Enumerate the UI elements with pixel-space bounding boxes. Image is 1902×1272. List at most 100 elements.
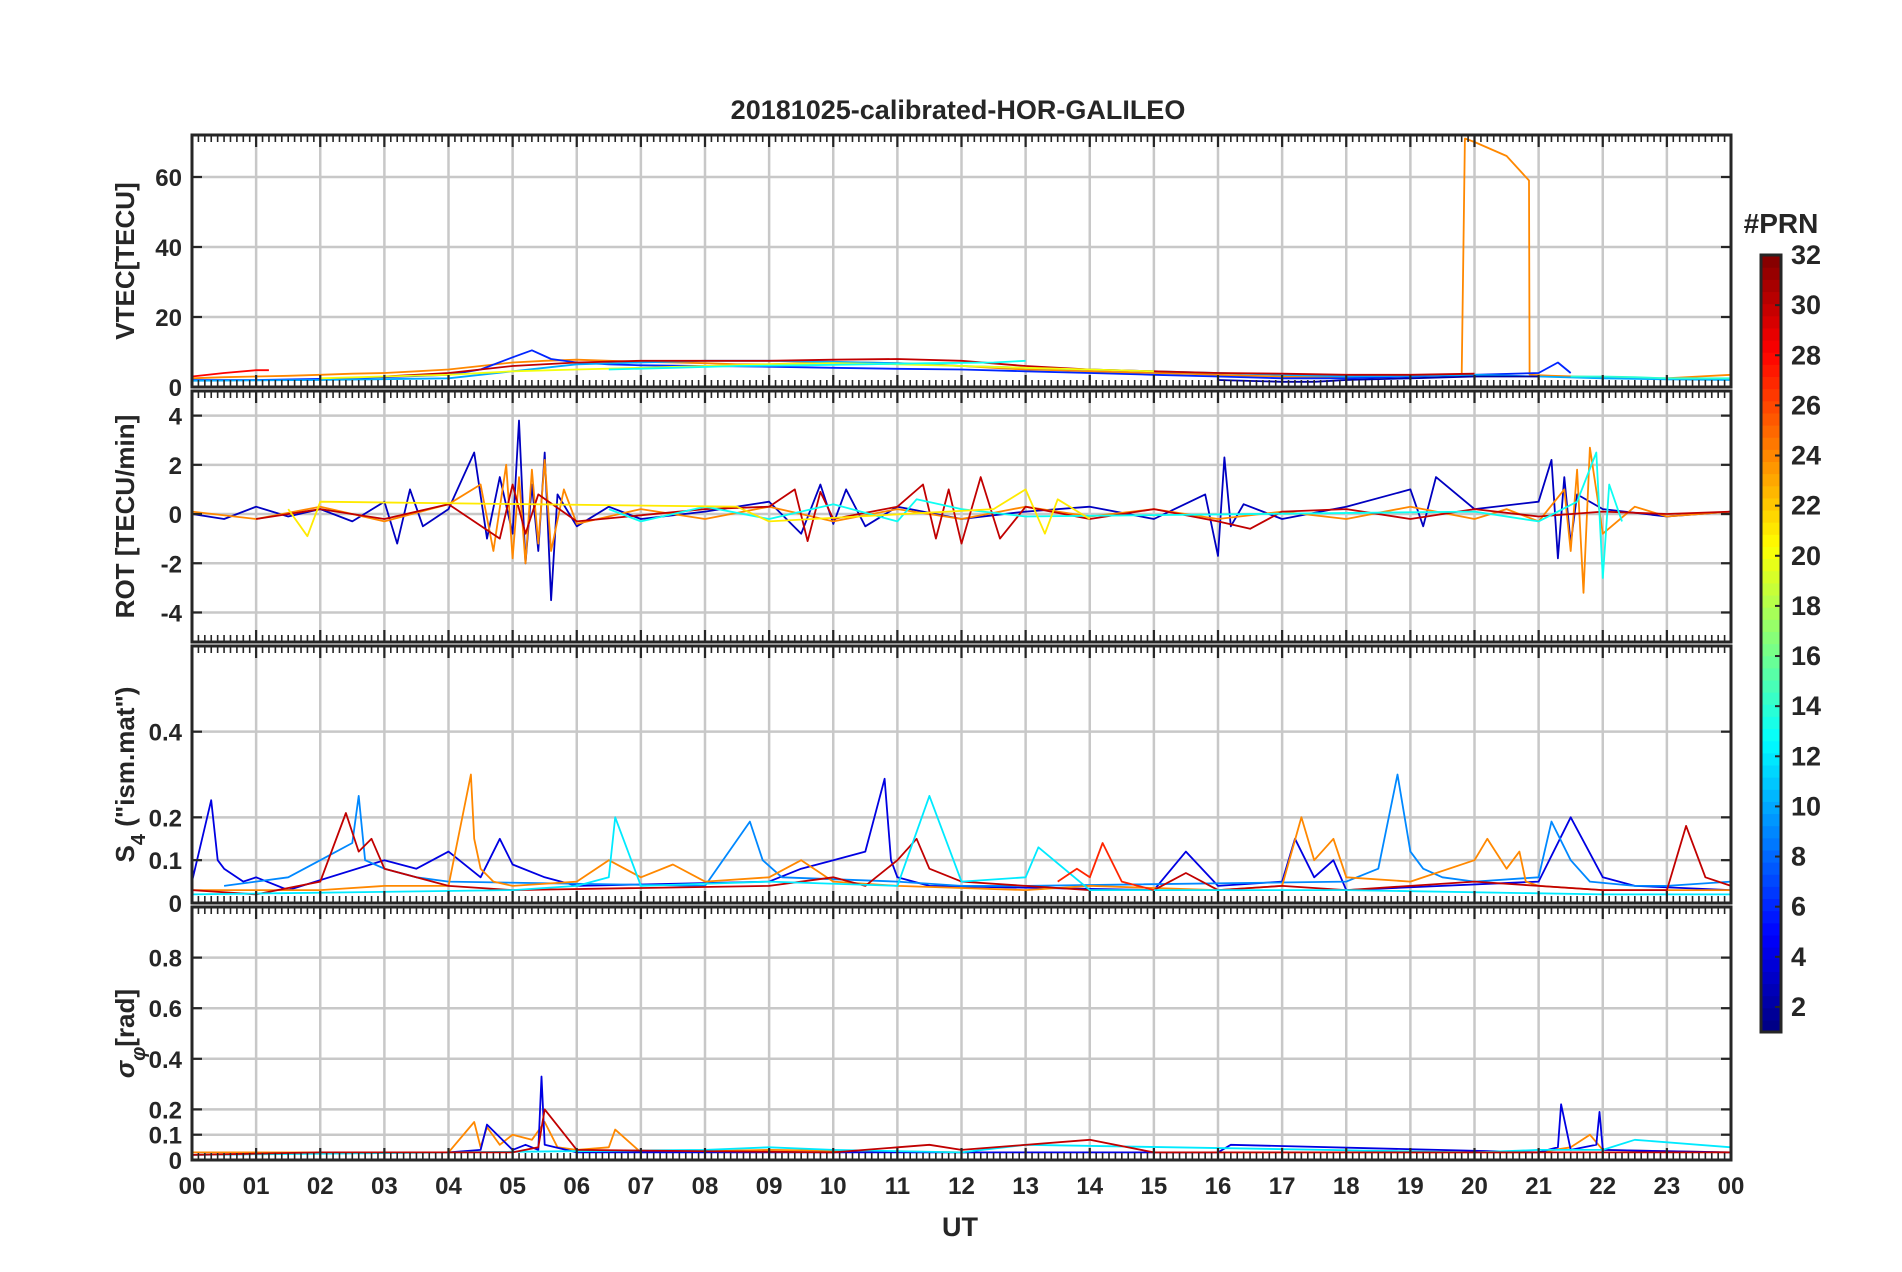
colorbar-segment — [1761, 704, 1781, 717]
axes-frame — [190, 389, 1733, 644]
axes-frame — [190, 133, 1733, 389]
colorbar-segment — [1761, 910, 1781, 924]
colorbar-segment — [1761, 1007, 1781, 1021]
colorbar-segment — [1761, 303, 1781, 317]
y-tick-label: 40 — [155, 235, 182, 262]
series-prn-13 — [608, 451, 1623, 579]
colorbar-tick-label: 16 — [1791, 641, 1821, 671]
major-ticks — [192, 135, 1731, 389]
colorbar-segment — [1761, 934, 1781, 948]
colorbar-segment — [1761, 412, 1781, 426]
y-tick-label: 2 — [169, 453, 182, 480]
panel-s4: 0 0.1 0.2 0.4S4 ("ism.mat") — [110, 644, 1733, 918]
grid — [192, 391, 1731, 642]
colorbar-segment — [1761, 813, 1781, 827]
series-prn-30 — [384, 358, 1475, 378]
x-tick-label: 03 — [371, 1173, 398, 1200]
colorbar-segment — [1761, 364, 1781, 378]
colorbar-segment — [1761, 497, 1781, 511]
series-prn-24 — [191, 137, 1732, 380]
colorbar-segment — [1761, 607, 1781, 620]
colorbar-frame — [1759, 253, 1783, 1034]
colorbar-tick-label: 26 — [1791, 390, 1821, 420]
colorbar-segment — [1761, 546, 1781, 560]
y-tick-label: 0.4 — [149, 720, 183, 747]
series-group — [191, 773, 1732, 896]
x-tick-label: 05 — [499, 1173, 526, 1200]
series-group — [191, 419, 1732, 602]
y-tick-label: 0 — [169, 891, 182, 918]
colorbar-segment — [1761, 558, 1781, 572]
colorbar-segment — [1761, 862, 1781, 875]
grid — [192, 907, 1731, 1160]
x-tick-label: 01 — [243, 1173, 270, 1200]
x-tick-label: 15 — [1141, 1173, 1168, 1200]
series-prn-14 — [1570, 375, 1731, 380]
series-prn-27 — [1057, 842, 1155, 891]
colorbar-segment — [1761, 995, 1781, 1009]
y-tick-label: 60 — [155, 165, 182, 192]
colorbar-segment — [1761, 594, 1781, 608]
major-ticks — [192, 391, 1731, 642]
series-prn-21 — [287, 488, 1091, 538]
colorbar-segment — [1761, 947, 1781, 960]
colorbar-segment — [1761, 424, 1781, 438]
colorbar-tick-label: 30 — [1791, 290, 1821, 320]
x-tick-label: 08 — [692, 1173, 719, 1200]
y-tick-label: 0.2 — [149, 1097, 182, 1124]
x-tick-label: 18 — [1333, 1173, 1360, 1200]
colorbar-segment — [1761, 437, 1781, 450]
axes-frame — [190, 905, 1733, 1162]
x-tick-label: 07 — [628, 1173, 655, 1200]
colorbar-segment — [1761, 485, 1781, 499]
colorbar-title: #PRN — [1744, 208, 1819, 239]
colorbar-tick-label: 32 — [1791, 240, 1821, 270]
colorbar-segment — [1761, 740, 1781, 754]
x-tick-label: 23 — [1654, 1173, 1681, 1200]
colorbar-segment — [1761, 631, 1781, 645]
major-ticks — [192, 907, 1731, 1162]
colorbar-segment — [1761, 327, 1781, 341]
panel-sigma_phi: 00.10.2 0.4 0.6 0.8 σφ[rad] 00 01 02 03 04 05 06 07 0… — [110, 905, 1744, 1200]
y-tick-label: 0.4 — [149, 1047, 183, 1074]
colorbar-segment — [1761, 667, 1781, 681]
y-tick-label: -4 — [161, 600, 183, 627]
x-tick-label: 16 — [1205, 1173, 1232, 1200]
colorbar-segment — [1761, 898, 1781, 912]
colorbar-segment — [1761, 692, 1781, 705]
x-tick-label: 11 — [885, 1173, 910, 1200]
colorbar-segment — [1761, 825, 1781, 839]
y-tick-label: 0.1 — [149, 848, 182, 875]
x-tick-label: 21 — [1525, 1173, 1552, 1200]
x-tick-label: 00 — [179, 1173, 206, 1200]
colorbar-segment — [1761, 643, 1781, 657]
axes-frame — [190, 644, 1733, 905]
colorbar-segment — [1761, 509, 1781, 523]
colorbar-tick-label: 20 — [1791, 541, 1821, 571]
chart-title: 20181025-calibrated-HOR-GALILEO — [731, 95, 1186, 125]
y-tick-label: 0 — [169, 502, 182, 529]
y-axis-label-vtec: VTEC[TECU] — [110, 182, 140, 339]
x-tick-label: 09 — [756, 1173, 783, 1200]
x-tick-label: 13 — [1012, 1173, 1039, 1200]
colorbar-tick-label: 24 — [1791, 441, 1821, 471]
colorbar-segment — [1761, 922, 1781, 936]
series-prn-9 — [223, 773, 1732, 887]
y-tick-label: 0 — [169, 1148, 182, 1175]
series-prn-4 — [191, 777, 1732, 891]
series-prn-13 — [608, 359, 1026, 371]
series-prn-30 — [191, 1108, 1731, 1156]
colorbar-segment — [1761, 801, 1781, 815]
colorbar-segment — [1761, 1019, 1781, 1033]
colorbar-segment — [1761, 352, 1781, 365]
colorbar-segment — [1761, 279, 1781, 293]
colorbar-tick-label: 10 — [1791, 791, 1821, 821]
y-tick-label: 0.8 — [149, 946, 182, 973]
panel-rot: -4 -2 0 2 4 ROT [TECU/min] — [110, 389, 1733, 644]
colorbar-segment — [1761, 971, 1781, 985]
x-tick-label: 14 — [1076, 1173, 1103, 1200]
y-tick-label: 0.6 — [149, 996, 182, 1023]
x-tick-label: 22 — [1589, 1173, 1616, 1200]
